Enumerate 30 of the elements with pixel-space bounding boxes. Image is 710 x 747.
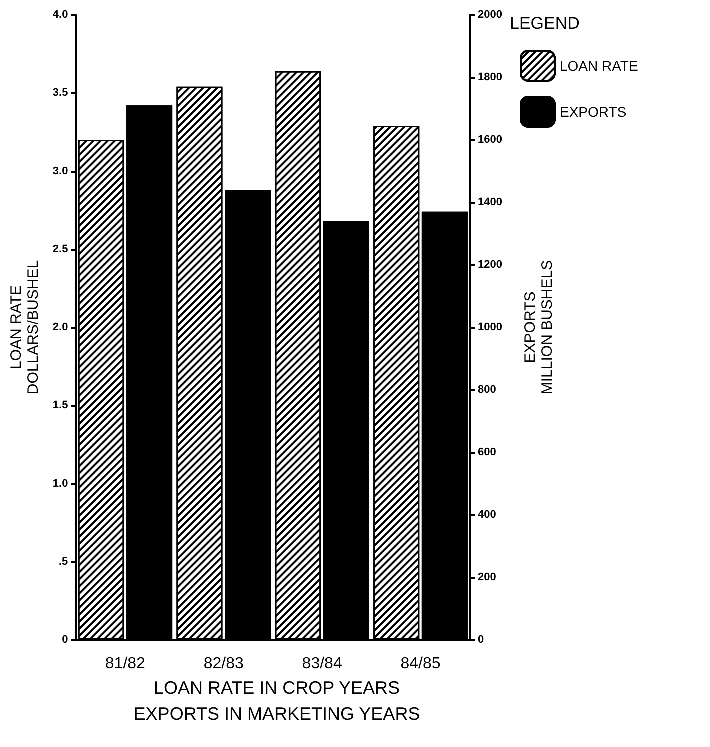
x-tick-label: 82/83 [204, 656, 244, 672]
legend-title: LEGEND [510, 14, 580, 33]
y-axis-title: LOAN RATE DOLLARS/BUSHEL [8, 260, 42, 395]
y2-tick-label: 600 [478, 446, 496, 458]
x-tick-label: 84/85 [400, 656, 441, 672]
x-axis-title: LOAN RATE IN CROP YEARS EXPORTS IN MARKETING YEARS [134, 678, 420, 724]
y-tick-label: 2.0 [52, 322, 68, 334]
y-tick-label: 1.5 [52, 400, 68, 412]
y2-tick-label: 200 [478, 572, 496, 584]
legend-label: LOAN RATE [560, 58, 638, 74]
x-tick-label: 81/82 [105, 656, 146, 672]
y2-tick-label: 1800 [478, 72, 502, 84]
y2-tick-label: 400 [478, 509, 496, 521]
y-tick-label: .5 [59, 556, 68, 568]
y2-tick-label: 800 [478, 384, 496, 396]
y-tick-label: 0 [62, 634, 68, 646]
y-tick-label: 4.0 [52, 9, 68, 21]
y2-tick-label: 1400 [478, 196, 502, 208]
y2-axis-title: EXPORTS MILLION BUSHELS [522, 260, 556, 395]
y-tick-label: 3.5 [52, 87, 68, 100]
y-tick-label: 1.0 [52, 478, 68, 490]
legend-label: EXPORTS [560, 104, 627, 120]
y2-tick-label: 1600 [478, 134, 502, 146]
y-tick-label: 2.5 [52, 243, 68, 256]
y-tick-label: 3.0 [52, 165, 68, 178]
y2-tick-label: 2000 [478, 9, 502, 21]
y2-tick-label: 1000 [478, 322, 502, 334]
y2-tick-label: 1200 [478, 259, 502, 271]
x-tick-label: 83/84 [302, 656, 342, 672]
y2-tick-label: 0 [478, 634, 484, 646]
